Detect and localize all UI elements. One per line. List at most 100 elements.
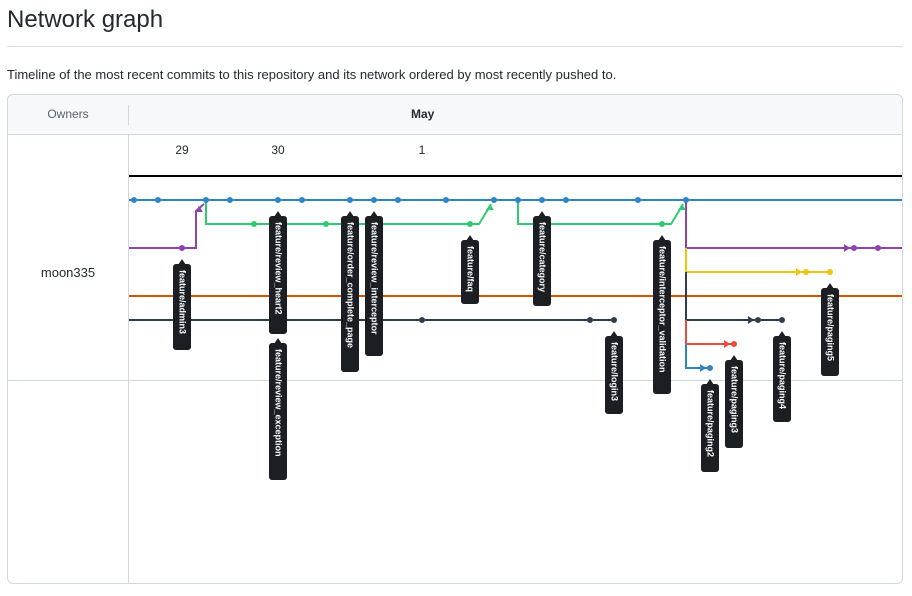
branch-tag: feature/login3 [605,331,623,414]
commit-dot [803,269,809,275]
month-label: May [411,107,435,121]
branch-tag-pointer [178,259,186,265]
commit-dot [131,197,137,203]
merge-arrow [748,316,754,324]
branch-name: feature/admin3 [178,270,188,334]
commit-dot [707,365,713,371]
branch-tag-box [653,240,671,394]
merge-arrow [844,244,850,252]
network-graph-canvas[interactable]: 29 30 1 feature/admin3 feature/review_heart… [8,95,902,583]
commit-dot [731,341,737,347]
commit-line-purple [129,203,205,249]
commit-dot [203,197,209,203]
branch-tag-box [269,216,287,334]
owner-row-divider [8,380,902,381]
commit-dot [611,317,617,323]
branch-tag-box [533,216,551,306]
commit-dot [467,221,473,227]
branch-tag-box [821,288,839,376]
merge-arrow [724,340,730,348]
branch-tag: feature/admin3 [173,259,191,350]
commit-dot [515,197,521,203]
commit-dot [155,197,161,203]
branch-tag: feature/paging2 [701,379,719,472]
merge-arrow [195,206,203,212]
branch-name: feature/paging4 [778,342,788,409]
commit-dot [299,197,305,203]
branch-tag: feature/paging5 [821,283,839,376]
branch-tag: feature/review_exception [269,338,287,480]
owners-column-divider [128,134,129,583]
branch-labels: feature/admin3 feature/review_heart2featu… [173,211,839,480]
commit-dot [539,197,545,203]
commit-dot [179,245,185,251]
merge-arrow [678,204,686,210]
commit-dot [323,221,329,227]
branch-tag-box [461,240,479,304]
branch-tag: feature/order_complete_page [341,211,359,372]
commit-dot [683,197,689,203]
commit-dot [779,317,785,323]
owner-name[interactable]: moon335 [40,265,96,280]
branch-tag-pointer [706,379,714,385]
branch-tag-box [725,360,743,448]
commit-dot [635,197,641,203]
commit-line-blue [685,344,710,369]
commit-dot [563,197,569,203]
branch-tag-pointer [730,355,738,361]
branch-name: feature/order_complete_page [346,222,356,348]
branch-tag: feature/faq [461,235,479,304]
branch-name: feature/login3 [610,342,620,401]
network-graph-panel[interactable]: Owners May moon335 29 30 1 feature/admin3 f… [7,94,903,584]
branch-name: feature/paging3 [730,366,740,433]
header-separator [128,105,129,125]
branch-tag-box [269,343,287,480]
branch-name: feature/category [538,222,548,292]
day-label: 30 [271,143,285,157]
branch-name: feature/interceptor_validation [658,246,668,373]
branch-name: feature/review_exception [274,349,284,457]
branch-tag-pointer [658,235,666,241]
commit-dot [827,269,833,275]
branch-tag: feature/interceptor_validation [653,235,671,394]
branch-tag: feature/paging4 [773,331,791,422]
commit-dot [491,197,497,203]
branch-tag: feature/paging3 [725,355,743,448]
branch-tag-pointer [274,338,282,344]
branch-tag-box [773,336,791,422]
commit-dots [131,197,881,371]
branch-tag-box [365,216,383,356]
commit-dot [875,245,881,251]
branch-tag-pointer [610,331,618,337]
branch-tag-pointer [346,211,354,217]
commit-dot [251,221,257,227]
branch-tag: feature/category [533,211,551,306]
day-label: 1 [419,143,426,157]
commit-dot [755,317,761,323]
page-title: Network graph [7,6,164,33]
commit-dot [395,197,401,203]
commit-dot [347,197,353,203]
merge-arrow [700,364,706,372]
branch-tag-box [173,264,191,350]
branch-tag-box [701,384,719,472]
commit-line-yellow [685,248,831,273]
commit-line-red [685,320,734,345]
branch-name: feature/faq [466,246,476,292]
commit-lines [129,199,902,372]
commit-dot [443,197,449,203]
branch-tag-pointer [466,235,474,241]
branch-tag-pointer [826,283,834,289]
branch-tag-pointer [274,211,282,217]
commit-dot [851,245,857,251]
branch-name: feature/paging5 [826,294,836,361]
day-label: 29 [175,143,189,157]
commit-line-purple [685,200,902,249]
graph-header: Owners May [8,95,902,135]
title-divider [7,46,903,47]
commit-dot [227,197,233,203]
commit-dot [275,197,281,203]
page-description: Timeline of the most recent commits to t… [7,67,617,82]
commit-dot [419,317,425,323]
commit-dot [371,197,377,203]
